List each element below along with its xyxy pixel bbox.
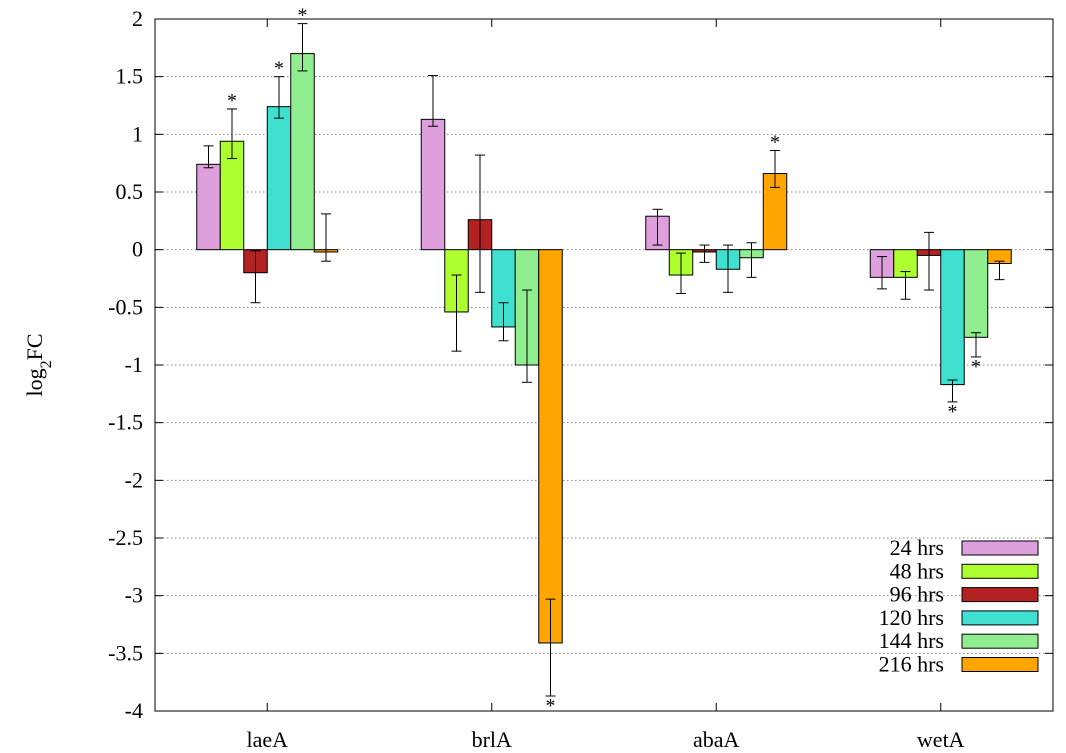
legend-swatch	[961, 563, 1039, 579]
legend-label: 96 hrs	[890, 582, 944, 607]
y-tick-label: 2	[132, 6, 143, 31]
significance-star: *	[274, 58, 284, 80]
y-tick-label: -2	[125, 467, 143, 492]
bar	[538, 249, 563, 644]
significance-star: *	[948, 401, 958, 423]
y-tick-label: -1.5	[108, 410, 143, 435]
significance-star: *	[227, 90, 237, 112]
legend-swatch	[961, 657, 1039, 672]
x-category-label: abaA	[693, 727, 740, 752]
bar	[196, 163, 221, 251]
y-axis-label: log2FC	[22, 333, 55, 396]
bar	[420, 118, 446, 251]
y-tick-label: -3	[125, 583, 143, 608]
bar	[940, 249, 965, 386]
legend-label: 120 hrs	[879, 605, 944, 630]
legend-label: 216 hrs	[879, 652, 944, 677]
significance-star: *	[770, 131, 780, 153]
x-category-label: brlA	[472, 727, 512, 752]
y-tick-label: 1	[132, 121, 143, 146]
y-tick-label: -3.5	[108, 640, 143, 665]
axes: 2 1.5 1 0.5 0 -0.5 -1 -1.5 -2 -2.5 -3 -3.5 -4 laeA brl…	[108, 6, 1054, 752]
significance-star: *	[298, 5, 308, 27]
y-tick-label: -1	[125, 352, 143, 377]
x-category-label: wetA	[917, 727, 965, 752]
y-axis-label-main: log	[22, 368, 47, 396]
legend-label: 48 hrs	[890, 558, 944, 583]
legend-swatch	[961, 633, 1039, 649]
y-tick-label: 0.5	[116, 179, 144, 204]
y-axis-label-tail: FC	[22, 333, 47, 360]
y-tick-label: -2.5	[108, 525, 143, 550]
bar	[963, 249, 989, 338]
error-bars	[203, 23, 1005, 697]
y-tick-label: -0.5	[108, 294, 143, 319]
legend-swatch	[961, 540, 1039, 556]
y-tick-label: -4	[125, 698, 143, 723]
legend-label: 144 hrs	[879, 628, 944, 653]
significance-markers: * * * * * * *	[227, 5, 981, 717]
significance-star: *	[546, 695, 556, 717]
bars	[196, 53, 1012, 644]
x-category-label: laeA	[246, 727, 288, 752]
y-tick-label: 1.5	[116, 64, 144, 89]
bar	[266, 106, 292, 251]
significance-star: *	[971, 356, 981, 378]
legend-swatch	[961, 610, 1039, 626]
plot-frame	[154, 18, 1054, 712]
y-axis-label-subscript: 2	[38, 360, 55, 368]
bar	[290, 53, 315, 251]
legend-swatch	[961, 587, 1039, 603]
y-tick-label: 0	[132, 237, 143, 262]
legend-label: 24 hrs	[890, 535, 944, 560]
